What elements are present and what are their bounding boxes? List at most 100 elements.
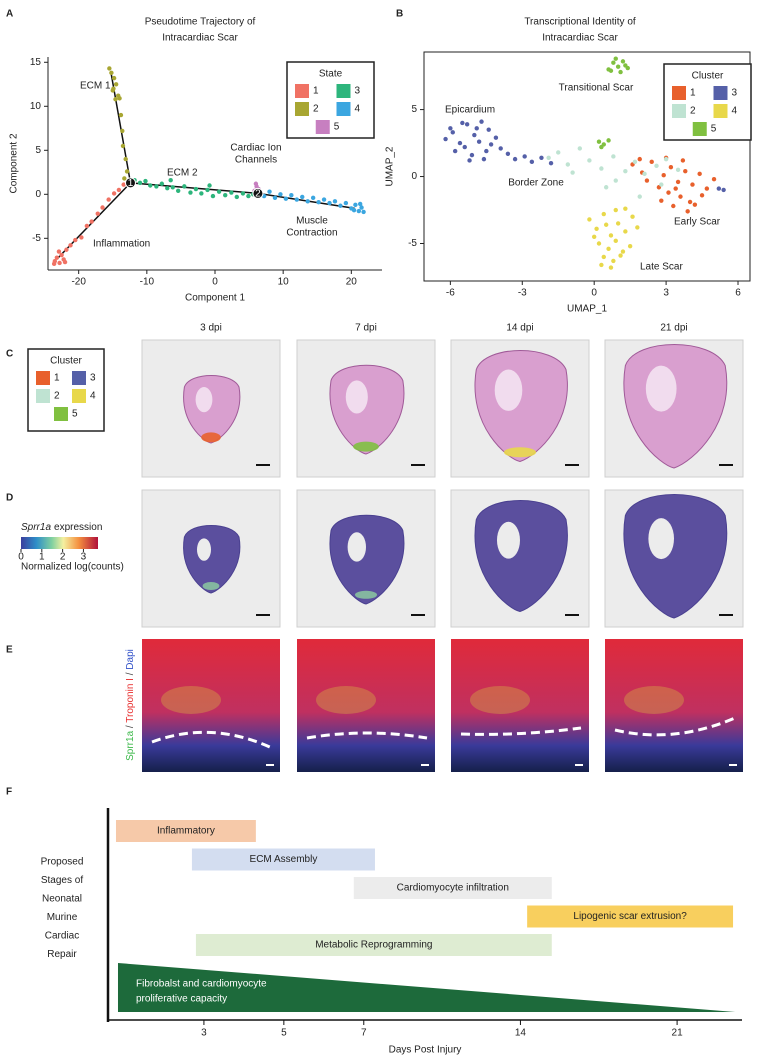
data-point xyxy=(678,194,683,199)
x-tick-label: 10 xyxy=(278,277,290,288)
data-point xyxy=(587,217,592,222)
scar-border xyxy=(460,726,582,736)
branch-point xyxy=(252,187,264,199)
legend-swatch xyxy=(713,104,728,118)
data-point xyxy=(606,138,611,143)
data-point xyxy=(683,168,688,174)
data-point xyxy=(704,186,710,191)
data-point xyxy=(699,193,705,198)
data-point xyxy=(632,159,638,165)
data-point xyxy=(359,205,364,210)
data-point xyxy=(452,148,458,154)
data-point xyxy=(223,192,228,198)
data-point xyxy=(111,75,117,81)
data-point xyxy=(170,185,175,190)
data-point xyxy=(484,148,489,154)
data-point xyxy=(111,86,116,91)
expression-section xyxy=(474,500,568,613)
legend-label: 4 xyxy=(732,106,738,117)
legend-swatch xyxy=(36,389,50,403)
y-axis-label: Component 2 xyxy=(9,133,20,193)
fluorescence-image xyxy=(605,639,743,772)
data-point xyxy=(460,120,465,126)
data-point xyxy=(488,142,494,147)
data-point xyxy=(106,197,111,202)
x-tick-label: -10 xyxy=(140,277,155,288)
data-point xyxy=(310,195,316,201)
data-point xyxy=(289,192,294,198)
x-tick-label: -6 xyxy=(446,288,455,299)
data-point xyxy=(207,183,212,188)
data-point xyxy=(117,96,122,101)
branch-point xyxy=(124,177,136,189)
data-point xyxy=(199,191,204,196)
stage-name: Inflammatory xyxy=(157,826,215,837)
chamber xyxy=(197,538,211,561)
stage-label: Neonatal xyxy=(42,894,82,905)
x-axis-label: Component 1 xyxy=(185,293,245,304)
data-point xyxy=(64,247,69,252)
stage-label: Repair xyxy=(47,949,77,960)
x-tick-label: 21 xyxy=(672,1028,684,1039)
stain-part: / xyxy=(125,670,136,678)
data-point xyxy=(338,203,343,208)
legend-swatch xyxy=(72,389,86,403)
stage-name: ECM Assembly xyxy=(250,854,318,865)
data-point xyxy=(618,253,623,258)
data-point xyxy=(687,199,693,205)
data-point xyxy=(332,199,338,204)
annotation: Border Zone xyxy=(508,178,564,189)
data-point xyxy=(137,180,143,186)
y-axis-label: UMAP_2 xyxy=(385,146,396,186)
cluster-spots xyxy=(503,447,537,458)
chamber xyxy=(645,365,677,412)
data-point xyxy=(361,209,366,215)
data-point xyxy=(601,254,606,260)
data-point xyxy=(546,155,551,160)
annotation: Channels xyxy=(235,155,277,166)
legend-label: 3 xyxy=(355,86,361,97)
panel-label: D xyxy=(6,493,13,504)
panel-label: B xyxy=(396,9,403,20)
fluo-patch xyxy=(624,686,684,714)
x-tick-label: 5 xyxy=(281,1028,287,1039)
annotation: Epicardium xyxy=(445,105,495,116)
data-point xyxy=(512,156,518,162)
fluo-patch xyxy=(470,686,530,714)
stage-bar xyxy=(195,934,552,956)
legend-label: 2 xyxy=(690,106,696,117)
x-tick-label: 14 xyxy=(515,1028,527,1039)
wedge-label: Fibrobalst and cardiomyocyte xyxy=(136,979,267,990)
x-tick-label: 3 xyxy=(201,1028,207,1039)
data-point xyxy=(642,171,647,177)
colorbar-tick-label: 0 xyxy=(18,552,24,563)
data-point xyxy=(661,173,666,178)
data-point xyxy=(79,235,84,240)
fluo-patch xyxy=(316,686,376,714)
annotation: Late Scar xyxy=(640,262,683,273)
data-point xyxy=(649,159,654,165)
data-point xyxy=(620,249,626,254)
data-point xyxy=(685,209,690,214)
data-point xyxy=(663,156,669,162)
x-tick-label: 0 xyxy=(591,288,597,299)
stage-label: Murine xyxy=(47,912,78,923)
data-point xyxy=(603,185,609,190)
data-point xyxy=(448,126,453,131)
data-point xyxy=(486,127,491,132)
data-point xyxy=(565,162,571,167)
column-label: 21 dpi xyxy=(660,323,687,334)
data-point xyxy=(668,164,674,170)
data-point xyxy=(210,193,216,199)
legend-label: 1 xyxy=(313,86,319,97)
chart-title: Pseudotime Trajectory of xyxy=(145,17,256,28)
stage-bar xyxy=(115,820,256,842)
data-point xyxy=(343,200,349,206)
y-tick-label: 10 xyxy=(30,101,42,112)
annotation: Transitional Scar xyxy=(559,83,634,94)
legend-label: 2 xyxy=(313,104,319,115)
legend-box xyxy=(286,61,375,139)
wedge-label: proliferative capacity xyxy=(136,994,227,1005)
data-point xyxy=(599,144,604,150)
stage-bar xyxy=(527,905,734,928)
